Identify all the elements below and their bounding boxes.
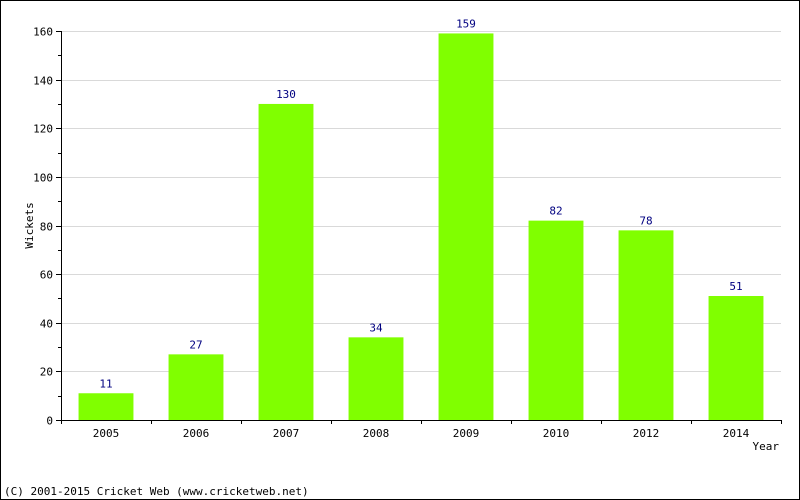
x-tick-label: 2014 xyxy=(723,427,750,440)
bar xyxy=(708,296,764,420)
data-label: 34 xyxy=(369,321,383,334)
y-tick-labels: 0 20 40 60 80 100 120 140 160 xyxy=(33,26,61,428)
bar xyxy=(438,33,494,421)
bar xyxy=(78,393,134,420)
y-axis-title: Wickets xyxy=(23,202,36,248)
bar xyxy=(348,337,404,420)
data-label: 78 xyxy=(639,214,652,227)
x-tick-label: 2009 xyxy=(453,427,480,440)
x-axis-title: Year xyxy=(753,440,780,453)
x-tick-label: 2007 xyxy=(273,427,300,440)
x-tick-labels: 2005 2006 2007 2008 2009 2010 2012 2014 xyxy=(61,420,782,440)
y-tick-label: 80 xyxy=(40,221,53,234)
copyright-text: (C) 2001-2015 Cricket Web (www.cricketwe… xyxy=(4,485,309,498)
data-label: 27 xyxy=(189,338,202,351)
bar xyxy=(258,103,314,420)
y-tick-label: 20 xyxy=(40,366,53,379)
x-tick-label: 2008 xyxy=(363,427,390,440)
data-labels: 11 27 130 34 159 82 78 51 xyxy=(99,17,742,390)
x-tick-label: 2006 xyxy=(183,427,210,440)
x-tick-label: 2012 xyxy=(633,427,660,440)
bar xyxy=(168,354,224,420)
y-tick-label: 40 xyxy=(40,318,53,331)
data-label: 51 xyxy=(729,280,742,293)
y-tick-label: 60 xyxy=(40,269,53,282)
bars xyxy=(78,33,764,421)
data-label: 159 xyxy=(456,17,476,30)
y-tick-label: 140 xyxy=(33,75,53,88)
x-tick-label: 2010 xyxy=(543,427,570,440)
y-tick-label: 0 xyxy=(46,415,53,428)
y-tick-label: 160 xyxy=(33,26,53,39)
x-tick-label: 2005 xyxy=(93,427,120,440)
data-label: 130 xyxy=(276,88,296,101)
data-label: 82 xyxy=(549,205,562,218)
bar xyxy=(618,230,674,420)
y-tick-label: 100 xyxy=(33,172,53,185)
bar xyxy=(528,220,584,420)
y-tick-label: 120 xyxy=(33,123,53,136)
data-label: 11 xyxy=(99,377,112,390)
